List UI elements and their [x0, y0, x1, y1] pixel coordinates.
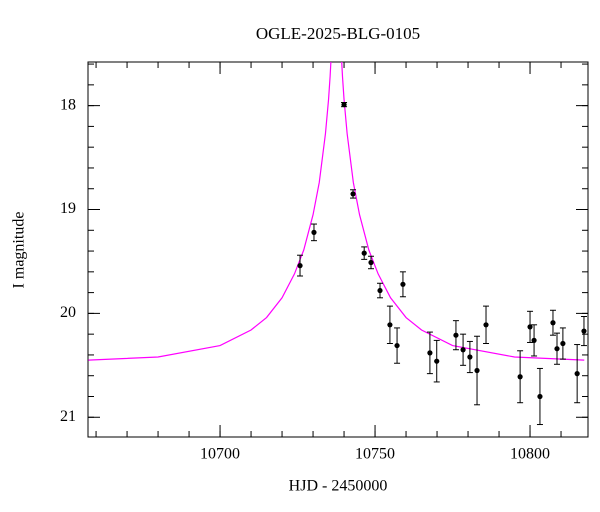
data-point	[297, 263, 303, 269]
x-tick-label: 10750	[355, 446, 395, 463]
data-point	[517, 374, 523, 380]
y-tick-label: 20	[60, 304, 76, 321]
data-point	[537, 393, 543, 400]
data-point	[483, 322, 489, 328]
data-point	[460, 347, 466, 353]
data-point	[474, 367, 480, 374]
model-curve	[88, 62, 585, 361]
data-point	[434, 358, 440, 364]
data-point	[350, 191, 356, 197]
data-point	[453, 332, 459, 338]
x-axis-label: HJD - 2450000	[289, 478, 388, 495]
x-tick-label: 10800	[510, 446, 550, 463]
y-tick-label: 18	[60, 96, 76, 113]
y-tick-label: 21	[60, 408, 76, 425]
data-point	[560, 340, 566, 347]
y-axis-label: I magnitude	[11, 212, 28, 289]
data-point	[341, 101, 347, 108]
data-point	[581, 328, 587, 334]
data-point	[554, 346, 560, 352]
data-point	[550, 320, 556, 326]
data-point	[527, 324, 533, 330]
data-point	[394, 342, 400, 349]
data-point	[427, 350, 433, 356]
data-point	[387, 322, 393, 328]
data-point	[311, 229, 317, 235]
data-point	[368, 259, 374, 266]
data-point	[467, 354, 473, 360]
chart-title: OGLE-2025-BLG-0105	[256, 24, 420, 43]
x-tick-label: 10700	[200, 446, 240, 463]
data-point	[574, 371, 580, 377]
data-point	[361, 250, 367, 256]
data-point	[531, 337, 537, 343]
data-point	[400, 281, 406, 287]
plot-area	[88, 62, 585, 361]
y-tick-label: 19	[60, 200, 76, 217]
data-point	[377, 287, 383, 294]
plot-frame	[87, 61, 589, 438]
